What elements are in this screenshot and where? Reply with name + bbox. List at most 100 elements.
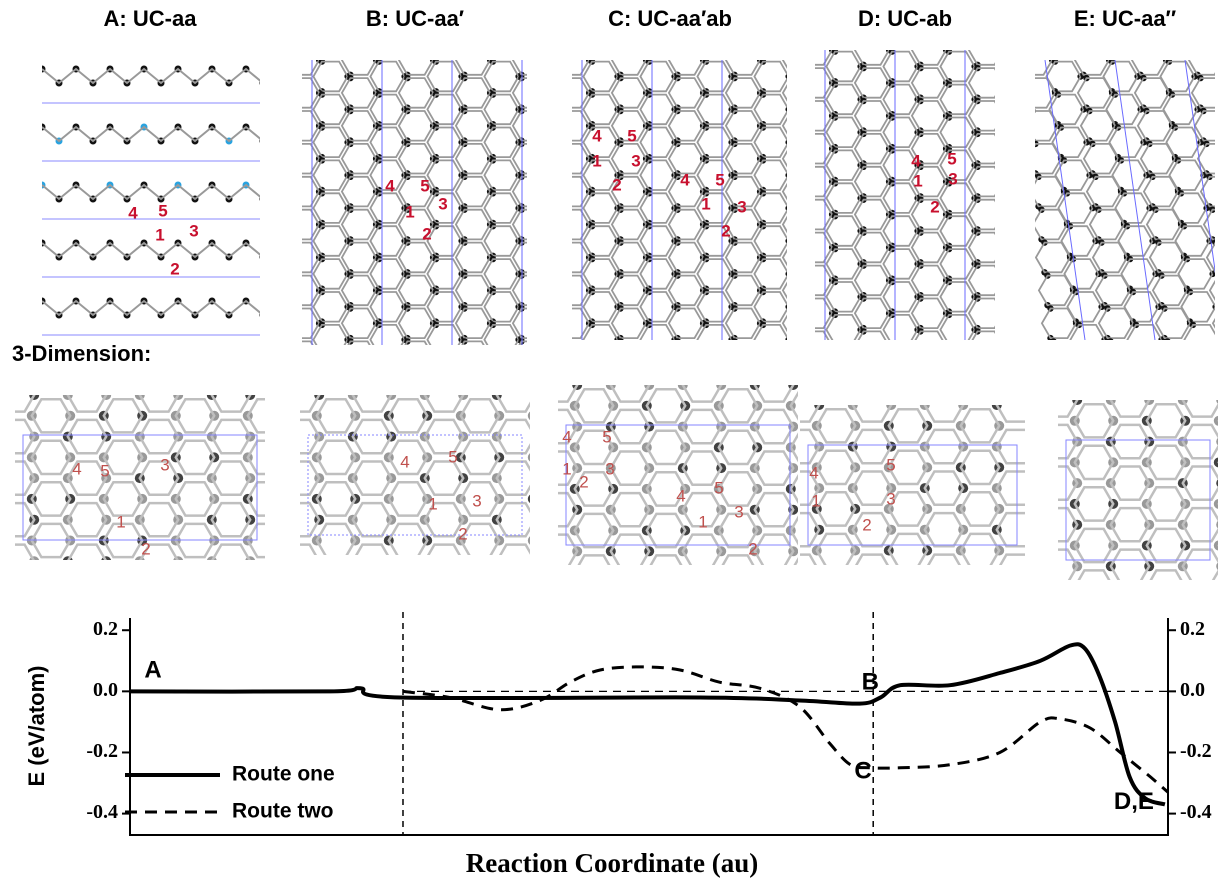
atom-dot (814, 188, 820, 194)
atom-dot (589, 486, 595, 492)
atom-dot (617, 467, 623, 473)
atom-dot (1088, 453, 1094, 459)
atom-dot (1003, 312, 1009, 318)
bond (555, 605, 589, 635)
atom-dot (752, 567, 762, 577)
bond (1219, 446, 1225, 479)
atom-dot (917, 358, 923, 364)
atom-dot (788, 170, 794, 176)
bond (912, 628, 946, 658)
bond (969, 233, 1003, 263)
bond (969, 35, 1003, 65)
lattice (285, 42, 579, 720)
atom-dot (1003, 575, 1009, 581)
atom-dot (889, 638, 895, 644)
atom-dot (757, 616, 763, 622)
bond (212, 586, 250, 619)
atom-dot (914, 458, 920, 464)
atom-dot (547, 450, 553, 456)
atom-dot (1031, 522, 1037, 528)
atom-dot (490, 388, 496, 394)
atom-dot (1060, 147, 1066, 153)
atom-dot (347, 368, 353, 374)
bond (697, 358, 731, 388)
atom-dot (589, 713, 595, 719)
atom-dot (560, 203, 566, 209)
atom-dot (547, 420, 553, 426)
bond (783, 243, 817, 273)
atom-dot (586, 353, 592, 359)
atom-dot (1167, 371, 1173, 377)
atom-dot (832, 605, 838, 611)
lattice (798, 32, 1092, 710)
atom-dot (674, 368, 680, 374)
atom-dot (817, 289, 823, 295)
atom-dot (817, 223, 823, 229)
atom-dot (646, 684, 652, 690)
bond (1102, 341, 1136, 371)
atom-dot (404, 565, 410, 571)
atom-dot (842, 468, 848, 474)
atom-dot (544, 386, 550, 392)
atom-dot (373, 485, 379, 491)
bond (1033, 210, 1067, 240)
atom-dot (316, 616, 322, 622)
atom-dot (1100, 585, 1106, 591)
atom-dot (788, 269, 794, 275)
bond (798, 628, 832, 658)
bond (1090, 210, 1124, 240)
atom-dot (992, 566, 1002, 576)
atom-dot (1023, 42, 1029, 48)
bond (940, 381, 974, 411)
bond (285, 177, 319, 207)
atom-dot (1139, 388, 1145, 394)
atom-dot (487, 616, 493, 622)
atom-dot (547, 651, 553, 657)
bond (912, 364, 946, 394)
atom-dot (1154, 583, 1160, 589)
bond (669, 572, 703, 602)
bond (783, 78, 817, 108)
bond (461, 607, 499, 640)
atom-dot (547, 286, 553, 292)
atom-dot (889, 605, 895, 611)
atom-dot (401, 369, 407, 375)
bond (997, 118, 1031, 148)
atom-dot (671, 534, 677, 540)
bond (783, 177, 817, 207)
bond (669, 144, 703, 174)
bond (399, 45, 433, 75)
atom-dot (1028, 587, 1038, 597)
atom-dot (276, 515, 286, 525)
bond (1184, 325, 1218, 355)
atom-dot (1060, 48, 1066, 54)
atom-dot (824, 567, 834, 577)
atom-dot (1085, 392, 1091, 398)
bond (1054, 348, 1088, 378)
atom-dot (347, 42, 353, 48)
bond (781, 555, 819, 588)
bond (399, 276, 433, 306)
atom-dot (678, 588, 688, 598)
atom-dot (518, 634, 524, 640)
atom-dot (1003, 144, 1009, 150)
bond (248, 607, 286, 640)
atom-dot (703, 582, 709, 588)
atom-dot (857, 392, 863, 398)
atom-dot (547, 289, 553, 295)
bond (281, 462, 319, 495)
bond (484, 621, 518, 651)
bond (513, 177, 547, 207)
bond (313, 358, 347, 388)
atom-dot (1057, 409, 1063, 415)
atom-dot (490, 615, 496, 621)
atom-dot (917, 657, 923, 663)
bond (640, 259, 674, 289)
bond (754, 160, 788, 190)
atom-dot (1031, 559, 1037, 565)
atom-dot (860, 493, 866, 499)
bond (940, 611, 974, 641)
bond (855, 299, 889, 329)
panel-title: B: UC-aa′ (366, 6, 464, 31)
bond (539, 576, 577, 609)
